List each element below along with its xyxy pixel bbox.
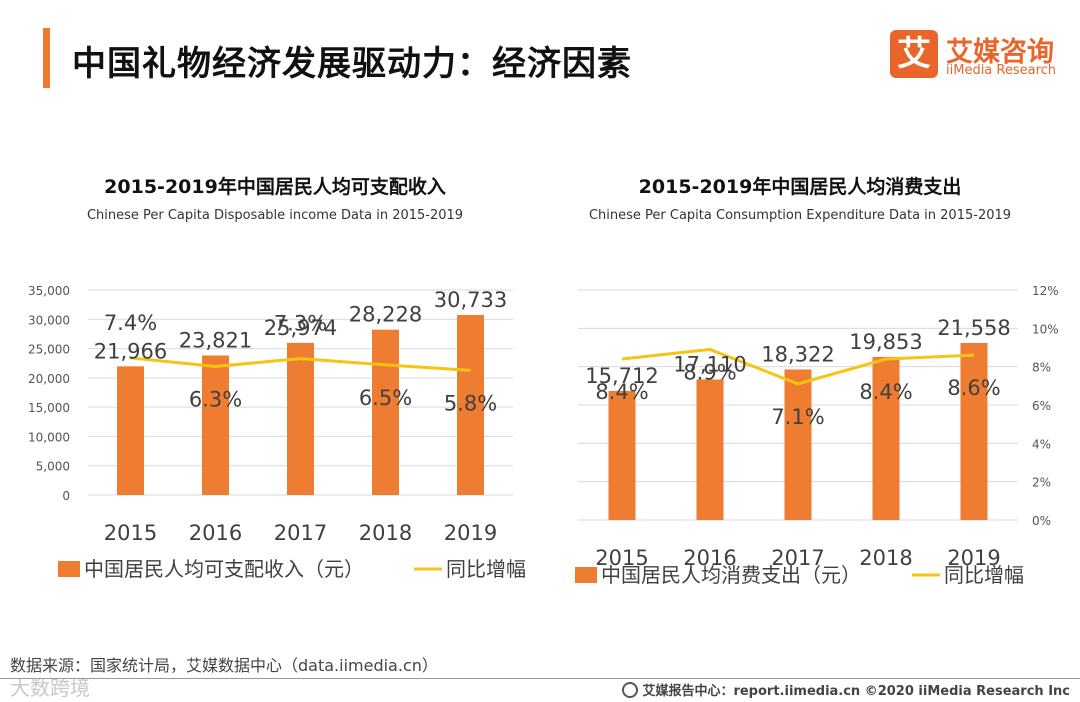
chart-2-line-label: 7.1% [771, 405, 824, 429]
chart-2-growth-line [621, 347, 975, 386]
footer-report-text: 艾媒报告中心：report.iimedia.cn ©2020 iiMedia R… [642, 684, 1070, 699]
chart-2-bar-label: 17,110 [673, 352, 746, 376]
chart-2-x-tick: 2019 [947, 546, 1000, 570]
chart-2-y2-tick: 4% [1032, 437, 1051, 451]
chart-2-line-label: 8.4% [595, 380, 648, 404]
footer-report: 艾媒报告中心：report.iimedia.cn ©2020 iiMedia R… [622, 680, 1070, 699]
chart-2-y2-tick: 2% [1032, 476, 1051, 490]
data-source: 数据来源：国家统计局，艾媒数据中心（data.iimedia.cn） [10, 656, 438, 675]
chart-1-legend-bar-label: 中国居民人均可支配收入（元） [84, 557, 364, 581]
chart-2-bar-label: 21,558 [937, 316, 1010, 340]
chart-1-line-label: 7.3% [274, 312, 327, 336]
logo-chinese-text: 艾媒咨询 [946, 37, 1054, 68]
chart-1-subtitle: Chinese Per Capita Disposable income Dat… [86, 208, 464, 223]
chart-1-y-tick: 15,000 [28, 401, 70, 415]
chart-1-y-tick: 5,000 [36, 460, 70, 474]
chart-2-y2-tick: 10% [1032, 322, 1059, 336]
chart-1-legend-line-label: 同比增幅 [446, 557, 526, 581]
chart-2-bar [784, 369, 812, 520]
chart-1-bar [117, 366, 144, 495]
chart-2-bar-label: 19,853 [849, 330, 922, 354]
footer-divider [0, 678, 1080, 679]
chart-2-legend-bar-label: 中国居民人均消费支出（元） [601, 563, 861, 587]
chart-1-y-tick: 10,000 [28, 430, 70, 444]
chart-2-x-tick: 2015 [595, 546, 648, 570]
chart-1-y-tick: 0 [62, 489, 70, 503]
chart-2-bar-label: 15,712 [585, 364, 658, 388]
chart-2-y2-tick: 6% [1032, 399, 1051, 413]
chart-1-y-tick: 25,000 [28, 343, 70, 357]
chart-2-y2-tick: 12% [1032, 284, 1059, 298]
chart-1-bar-label: 21,966 [94, 339, 167, 363]
chart-1-bar-label: 28,228 [349, 303, 422, 327]
chart-2-legend-bar-swatch [575, 567, 597, 583]
page-title: 中国礼物经济发展驱动力：经济因素 [72, 44, 632, 84]
chart-1-y-tick: 35,000 [28, 284, 70, 298]
chart-1-bar [287, 342, 314, 495]
title-accent-bar [43, 28, 50, 88]
chart-2-x-tick: 2016 [683, 546, 736, 570]
chart-2-legend-line-label: 同比增幅 [944, 563, 1024, 587]
chart-1-x-tick: 2016 [189, 521, 242, 545]
chart-2-bar [960, 342, 988, 520]
chart-2-bar-label: 18,322 [761, 342, 834, 366]
chart-1-y-tick: 20,000 [28, 372, 70, 386]
chart-1-line-label: 7.4% [104, 311, 157, 335]
chart-1-bar [457, 314, 484, 495]
chart-1-title: 2015-2019年中国居民人均可支配收入 [104, 176, 446, 198]
watermark: 大数跨境 [10, 676, 90, 700]
chart-1-line-label: 5.8% [444, 391, 497, 415]
logo-english-text: iiMedia Research [946, 63, 1057, 78]
chart-2-line-label: 8.9% [683, 360, 736, 384]
chart-2-x-tick: 2017 [771, 546, 824, 570]
chart-2-y2-tick: 0% [1032, 514, 1051, 528]
chart-1-legend-bar-swatch [58, 561, 80, 577]
chart-1-bar-label: 25,974 [264, 316, 337, 340]
chart-2-y2-tick: 8% [1032, 361, 1051, 375]
chart-2-bar [696, 379, 724, 520]
chart-1-x-tick: 2019 [444, 521, 497, 545]
chart-1-growth-line [130, 356, 471, 372]
chart-1-bar [372, 329, 399, 495]
chart-1-bar-label: 23,821 [179, 328, 252, 352]
chart-2-subtitle: Chinese Per Capita Consumption Expenditu… [588, 208, 1012, 223]
chart-1-y-tick: 30,000 [28, 313, 70, 327]
chart-2-line-label: 8.6% [947, 376, 1000, 400]
chart-2-title: 2015-2019年中国居民人均消费支出 [638, 176, 962, 198]
chart-1-x-tick: 2017 [274, 521, 327, 545]
chart-2-line-label: 8.4% [859, 380, 912, 404]
chart-1-line-label: 6.3% [189, 387, 242, 411]
chart-1-x-tick: 2018 [359, 521, 412, 545]
chart-2-bar [872, 356, 900, 520]
chart-2-x-tick: 2018 [859, 546, 912, 570]
chart-1-x-tick: 2015 [104, 521, 157, 545]
chart-1-line-label: 6.5% [359, 386, 412, 410]
chart-1-bar-label: 30,733 [434, 288, 507, 312]
globe-icon [622, 682, 639, 698]
logo-mark: 艾 [890, 30, 938, 78]
iimedia-logo: 艾 艾媒咨询 iiMedia Research [890, 30, 1060, 82]
chart-2-bar [608, 390, 636, 520]
chart-1-bar [202, 355, 229, 495]
